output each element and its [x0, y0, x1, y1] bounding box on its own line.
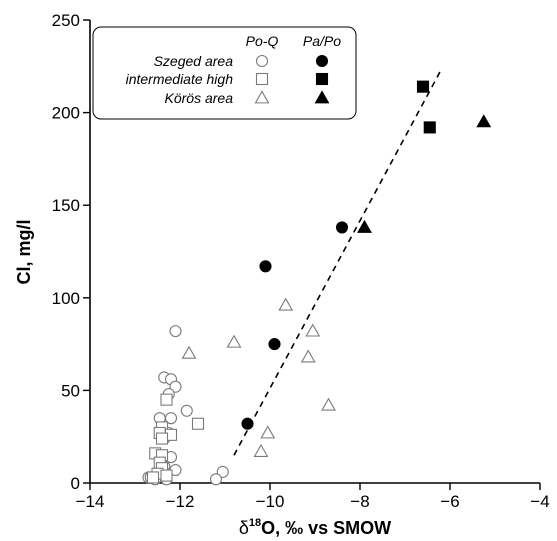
- x-tick-label: −14: [76, 492, 105, 511]
- x-tick-label: −8: [350, 492, 369, 511]
- x-tick-label: −12: [166, 492, 195, 511]
- triangle-open-point: [300, 349, 316, 363]
- legend-box: [92, 26, 357, 120]
- square-filled-point: [416, 80, 430, 93]
- circle-filled-point: [259, 260, 272, 273]
- circle-open-point: [169, 325, 182, 338]
- legend-col-header-papo: Pa/Po: [303, 33, 341, 49]
- legend-square-open-marker: [255, 72, 269, 86]
- square-open-point: [160, 469, 173, 482]
- square-open-point: [155, 432, 169, 445]
- triangle-filled-point: [357, 219, 372, 233]
- y-tick-label: 250: [52, 11, 80, 30]
- x-tick-label: −10: [256, 492, 285, 511]
- legend-circle-open-marker: [255, 54, 269, 68]
- legend-row-intermediate: intermediate high: [126, 71, 234, 87]
- circle-open-point: [169, 380, 182, 393]
- triangle-open-point: [253, 443, 269, 457]
- legend-row-koros: Körös area: [165, 90, 234, 106]
- square-filled-point: [423, 121, 436, 134]
- triangle-filled-point: [476, 114, 492, 128]
- triangle-open-point: [260, 425, 276, 439]
- triangle-open-point: [321, 397, 336, 411]
- circle-open-point: [216, 465, 229, 478]
- legend-triangle-open-marker: [254, 90, 270, 104]
- triangle-open-point: [278, 297, 294, 311]
- legend: Po-Q Pa/Po Szeged area intermediate high…: [92, 26, 357, 120]
- circle-filled-point: [335, 221, 349, 234]
- legend-circle-filled-marker: [315, 54, 329, 68]
- square-open-point: [146, 471, 160, 484]
- y-tick-label: 100: [52, 289, 80, 308]
- x-axis-label-prefix: δ: [239, 518, 249, 538]
- y-tick-label: 0: [71, 474, 80, 493]
- legend-markers: [254, 54, 330, 104]
- x-axis-label-superscript: 18: [249, 517, 261, 529]
- axis-ticks: −14 −12 −10 −8 −6 −4 0 50 100 150 200 250: [52, 11, 550, 511]
- circle-open-point: [180, 404, 193, 417]
- square-open-point: [191, 417, 205, 430]
- legend-square-filled-marker: [315, 72, 329, 86]
- x-axis-label: δ18O, ‰ vs SMOW: [239, 517, 391, 538]
- legend-col-header-poq: Po-Q: [246, 33, 279, 49]
- legend-row-szeged: Szeged area: [154, 53, 234, 69]
- triangle-open-point: [226, 334, 242, 348]
- y-axis-label: Cl, mg/l: [14, 219, 34, 284]
- y-tick-label: 200: [52, 104, 80, 123]
- x-axis-label-main: O, ‰ vs SMOW: [261, 518, 391, 538]
- legend-triangle-filled-marker: [314, 90, 330, 104]
- triangle-open-point: [305, 323, 321, 337]
- trendline-dashed: [233, 69, 442, 456]
- circle-filled-point: [268, 338, 281, 351]
- circle-open-point: [209, 473, 223, 486]
- y-tick-label: 150: [52, 196, 80, 215]
- square-open-point: [160, 393, 173, 406]
- circle-filled-point: [241, 417, 254, 430]
- trendline: [233, 69, 442, 456]
- x-tick-label: −6: [440, 492, 459, 511]
- y-tick-label: 50: [61, 381, 80, 400]
- triangle-open-point: [181, 345, 197, 359]
- x-tick-label: −4: [530, 492, 549, 511]
- data-points: [142, 80, 492, 486]
